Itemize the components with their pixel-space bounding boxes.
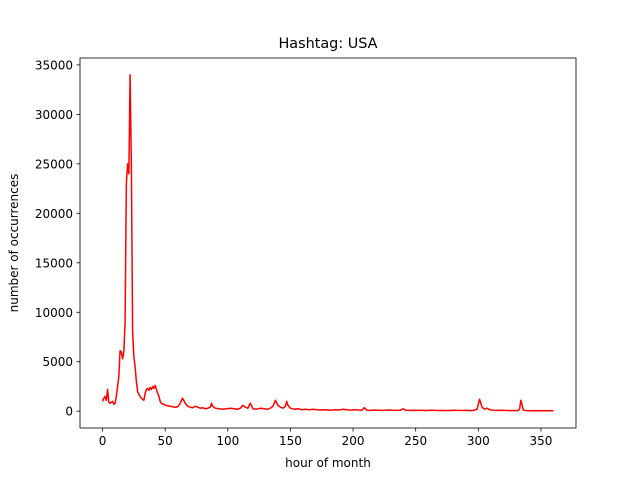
plot-frame	[79, 57, 577, 429]
y-tick-label: 35000	[35, 58, 73, 72]
y-tick-label: 15000	[35, 256, 73, 270]
x-tick-label: 50	[158, 434, 173, 448]
plot-area	[79, 57, 577, 429]
y-tick-label: 10000	[35, 306, 73, 320]
x-tick-label: 250	[404, 434, 427, 448]
x-tick-label: 0	[99, 434, 107, 448]
y-tick-label: 0	[65, 405, 73, 419]
y-tick-label: 5000	[42, 355, 73, 369]
y-axis-ticks: 0 5000 10000 15000 20000 25000 30000 35000	[35, 58, 80, 419]
y-tick-label: 30000	[35, 108, 73, 122]
y-tick-label: 25000	[35, 157, 73, 171]
x-tick-label: 200	[342, 434, 365, 448]
x-axis-ticks: 0 50 100 150 200 250 300 350	[99, 428, 552, 448]
x-tick-label: 100	[216, 434, 239, 448]
x-tick-label: 350	[529, 434, 552, 448]
y-tick-label: 20000	[35, 207, 73, 221]
x-axis-label: hour of month	[285, 456, 371, 470]
series-line-usa	[101, 74, 554, 412]
x-tick-label: 300	[467, 434, 490, 448]
chart-title: Hashtag: USA	[278, 36, 377, 52]
y-axis-label: number of occurrences	[7, 174, 21, 313]
x-tick-label: 150	[279, 434, 302, 448]
